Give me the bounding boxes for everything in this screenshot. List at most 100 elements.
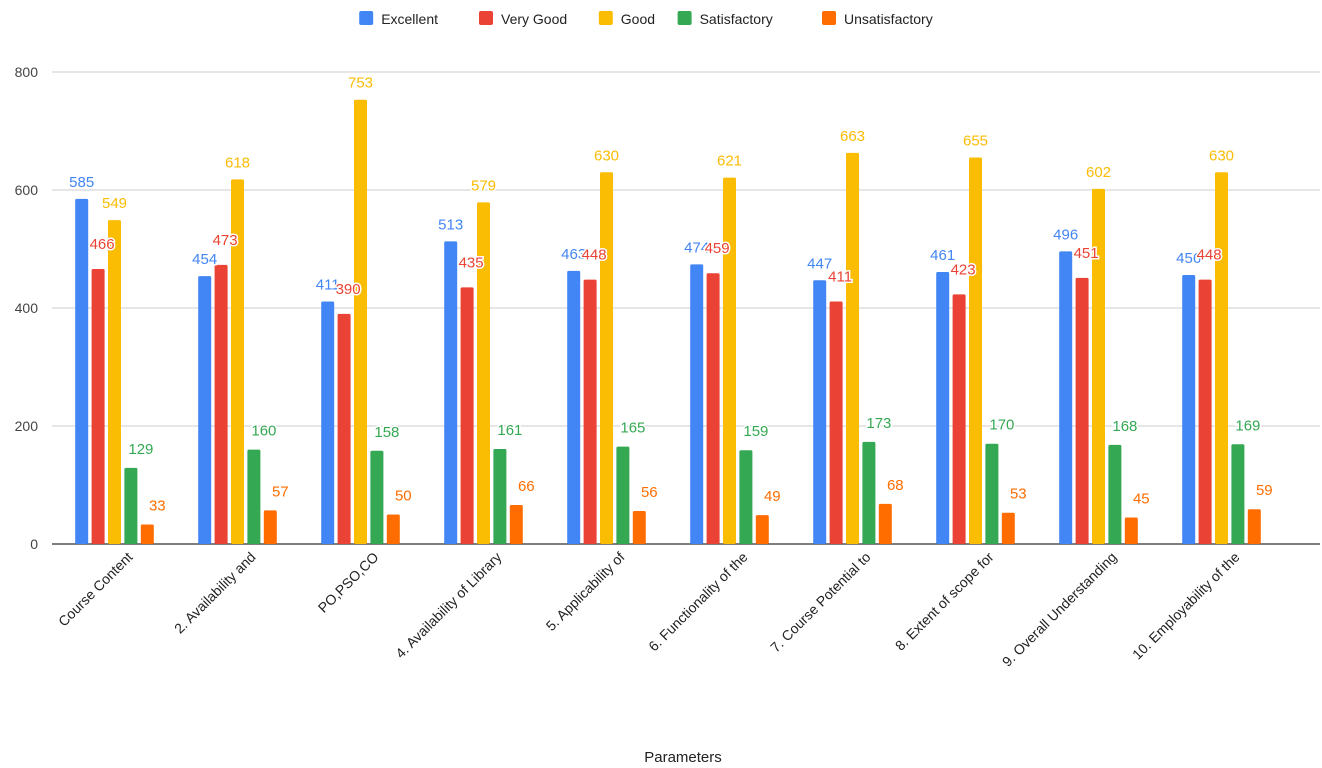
bar-excellent — [444, 241, 458, 544]
data-label-very-good: 448 — [1197, 247, 1222, 264]
data-label-good: 621 — [717, 153, 742, 170]
legend-swatch — [479, 11, 493, 25]
data-label-unsatisfactory: 45 — [1133, 490, 1150, 507]
data-label-good: 630 — [594, 147, 619, 164]
bars — [75, 99, 1261, 545]
legend-item-excellent[interactable]: Excellent — [359, 11, 438, 27]
x-tick-label: 5. Applicability of — [543, 549, 628, 634]
data-label-excellent: 411 — [316, 277, 340, 294]
data-label-unsatisfactory: 56 — [641, 484, 658, 501]
y-tick-label: 0 — [30, 536, 38, 552]
bar-good — [969, 157, 982, 545]
bar-unsatisfactory — [1124, 517, 1138, 544]
bar-very-good — [1075, 277, 1089, 544]
legend-label: Satisfactory — [700, 11, 773, 27]
x-tick-label: 6. Functionality of the — [645, 549, 751, 655]
legend-swatch — [359, 11, 374, 25]
bar-unsatisfactory — [386, 514, 400, 544]
data-label-excellent: 461 — [930, 247, 955, 264]
bar-very-good — [583, 279, 597, 544]
bar-good — [231, 179, 244, 544]
data-label-satisfactory: 168 — [1112, 418, 1137, 435]
data-label-good: 602 — [1086, 164, 1111, 181]
x-axis-title: Parameters — [644, 749, 722, 766]
data-label-unsatisfactory: 68 — [887, 477, 904, 494]
legend-label: Unsatisfactory — [844, 11, 933, 27]
data-label-good: 753 — [348, 75, 373, 92]
bar-very-good — [214, 264, 228, 544]
bar-excellent — [75, 198, 89, 544]
x-tick-label: 9. Overall Understanding — [999, 549, 1120, 670]
data-label-unsatisfactory: 53 — [1010, 486, 1027, 503]
data-label-excellent: 585 — [69, 174, 94, 191]
bar-satisfactory — [862, 441, 876, 544]
legend-label: Good — [621, 11, 655, 27]
data-label-very-good: 390 — [336, 281, 361, 298]
legend-item-unsatisfactory[interactable]: Unsatisfactory — [822, 11, 933, 27]
legend-item-good[interactable]: Good — [598, 11, 655, 27]
data-label-satisfactory: 160 — [251, 423, 276, 440]
bar-good — [723, 177, 736, 545]
legend-swatch — [822, 11, 836, 25]
data-label-unsatisfactory: 57 — [272, 483, 289, 500]
y-tick-label: 600 — [15, 182, 39, 198]
bar-unsatisfactory — [1247, 509, 1261, 544]
y-axis: 0 200 400 600 800 — [15, 64, 1320, 552]
data-label-good: 579 — [471, 177, 496, 194]
legend-label: Excellent — [381, 11, 438, 27]
data-label-very-good: 451 — [1074, 245, 1099, 262]
data-label-unsatisfactory: 59 — [1256, 482, 1273, 499]
bar-excellent — [198, 276, 212, 544]
legend-label: Very Good — [501, 11, 567, 27]
data-label-excellent: 454 — [192, 251, 217, 268]
bar-satisfactory — [247, 449, 261, 544]
bar-excellent — [1182, 274, 1196, 544]
x-tick-label: PO,PSO,CO — [315, 549, 382, 616]
bar-excellent — [690, 264, 704, 544]
bar-excellent — [1059, 251, 1073, 545]
bar-satisfactory — [1231, 444, 1245, 544]
bar-satisfactory — [985, 443, 999, 544]
data-label-satisfactory: 173 — [866, 415, 891, 432]
bar-good — [354, 99, 367, 544]
bar-excellent — [321, 301, 335, 544]
data-label-satisfactory: 158 — [374, 424, 399, 441]
bar-unsatisfactory — [755, 515, 769, 544]
data-label-satisfactory: 161 — [497, 422, 522, 439]
data-label-very-good: 473 — [213, 232, 238, 249]
bar-satisfactory — [493, 449, 507, 544]
bar-good — [600, 172, 613, 545]
x-tick-label: 2. Availability and — [171, 549, 259, 637]
bar-good — [477, 202, 490, 544]
x-tick-label: 8. Extent of scope for — [892, 549, 997, 654]
y-tick-label: 200 — [15, 418, 39, 434]
data-label-good: 549 — [102, 195, 127, 212]
bar-excellent — [567, 270, 581, 544]
bar-unsatisfactory — [632, 510, 646, 544]
data-label-excellent: 447 — [807, 255, 832, 272]
data-label-very-good: 459 — [705, 240, 730, 257]
data-label-good: 630 — [1209, 147, 1234, 164]
bar-satisfactory — [616, 446, 630, 544]
legend-item-very-good[interactable]: Very Good — [479, 11, 567, 27]
data-label-satisfactory: 170 — [989, 417, 1014, 434]
bar-very-good — [460, 287, 474, 544]
bar-very-good — [952, 294, 966, 544]
data-label-satisfactory: 159 — [743, 423, 768, 440]
legend-item-satisfactory[interactable]: Satisfactory — [677, 11, 773, 27]
data-label-excellent: 456 — [1176, 250, 1201, 267]
data-label-unsatisfactory: 33 — [149, 498, 166, 515]
bar-very-good — [91, 269, 105, 544]
bar-good — [846, 152, 859, 544]
x-tick-label: 4. Availability of Library — [392, 549, 504, 661]
bar-very-good — [829, 301, 843, 544]
bar-very-good — [337, 313, 351, 544]
data-label-excellent: 463 — [561, 246, 586, 263]
x-tick-label: Course Content — [55, 549, 136, 630]
data-label-good: 655 — [963, 133, 988, 150]
bar-good — [1215, 172, 1228, 545]
legend-swatch — [598, 11, 613, 25]
legend-swatch — [677, 11, 692, 25]
data-label-excellent: 474 — [684, 239, 709, 256]
